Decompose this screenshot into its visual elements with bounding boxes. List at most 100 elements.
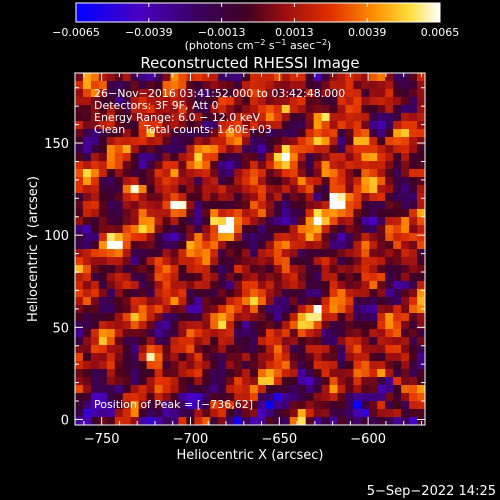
heatmap-cell xyxy=(329,345,339,354)
heatmap-cell xyxy=(242,233,251,242)
y-tick-label: 100 xyxy=(44,229,69,244)
heatmap-cell xyxy=(218,201,227,210)
heatmap-cell xyxy=(226,241,235,250)
heatmap-cell xyxy=(186,89,195,98)
heatmap-cell xyxy=(138,201,148,210)
heatmap-cell xyxy=(401,153,410,162)
heatmap-cell xyxy=(178,281,187,290)
heatmap-cell xyxy=(218,329,227,338)
heatmap-cell xyxy=(361,81,370,90)
heatmap-cell xyxy=(106,121,116,130)
heatmap-cell xyxy=(361,217,370,226)
heatmap-cell xyxy=(226,177,235,186)
heatmap-cell xyxy=(186,369,195,378)
heatmap-cell xyxy=(106,161,116,170)
heatmap-cell xyxy=(250,241,259,250)
heatmap-cell xyxy=(337,81,347,90)
heatmap-cell xyxy=(281,89,291,98)
heatmap-cell xyxy=(329,121,339,130)
heatmap-cell xyxy=(297,97,307,106)
heatmap-cell xyxy=(361,209,370,218)
heatmap-cell xyxy=(162,345,172,354)
heatmap-cell xyxy=(385,409,394,418)
heatmap-cell xyxy=(138,345,148,354)
heatmap-cell xyxy=(162,89,172,98)
heatmap-cell xyxy=(321,145,331,154)
heatmap-cell xyxy=(289,89,299,98)
heatmap-cell xyxy=(218,273,227,282)
heatmap-cell xyxy=(257,329,267,338)
heatmap-cell xyxy=(242,209,251,218)
heatmap-cell xyxy=(122,385,132,394)
heatmap-cell xyxy=(162,137,172,146)
heatmap-cell xyxy=(337,209,347,218)
heatmap-cell xyxy=(170,153,179,162)
heatmap-cell xyxy=(122,89,132,98)
heatmap-cell xyxy=(194,353,203,362)
heatmap-cell xyxy=(353,193,362,202)
annotation-total-counts: Total counts: 1.60E+03 xyxy=(143,123,272,136)
heatmap-cell xyxy=(385,121,394,130)
heatmap-cell xyxy=(138,137,148,146)
heatmap-cell xyxy=(114,289,124,298)
heatmap-cell xyxy=(162,81,172,90)
heatmap-cell xyxy=(329,401,339,410)
heatmap-cell xyxy=(114,401,124,410)
heatmap-cell xyxy=(393,257,402,266)
heatmap-cell xyxy=(146,369,156,378)
heatmap-cell xyxy=(353,97,362,106)
heatmap-cell xyxy=(369,81,378,90)
heatmap-cell xyxy=(226,161,235,170)
heatmap-cell xyxy=(154,417,164,425)
heatmap-cell xyxy=(329,329,339,338)
heatmap-cell xyxy=(377,361,386,370)
heatmap-cell xyxy=(178,289,187,298)
heatmap-cell xyxy=(281,289,291,298)
heatmap-image xyxy=(75,73,425,425)
heatmap-cell xyxy=(385,313,394,322)
heatmap-cell xyxy=(226,281,235,290)
heatmap-cell xyxy=(138,417,148,425)
heatmap-cell xyxy=(369,105,378,114)
heatmap-cell xyxy=(417,377,425,386)
heatmap-cell xyxy=(417,177,425,186)
heatmap-cell xyxy=(250,233,259,242)
heatmap-cell xyxy=(417,409,425,418)
heatmap-cell xyxy=(257,169,267,178)
heatmap-cell xyxy=(194,321,203,330)
heatmap-cell xyxy=(289,313,299,322)
heatmap-cell xyxy=(385,257,394,266)
heatmap-cell xyxy=(305,361,315,370)
heatmap-cell xyxy=(250,313,259,322)
heatmap-cell xyxy=(82,81,92,90)
heatmap-cell xyxy=(257,89,267,98)
heatmap-cell xyxy=(130,257,140,266)
heatmap-cell xyxy=(146,81,156,90)
heatmap-cell xyxy=(369,193,378,202)
heatmap-cell xyxy=(257,241,267,250)
heatmap-cell xyxy=(106,289,116,298)
heatmap-cell xyxy=(106,241,116,250)
heatmap-cell xyxy=(98,353,108,362)
heatmap-cell xyxy=(409,169,418,178)
colorbar-tick-label: 0.0039 xyxy=(348,26,387,39)
heatmap-cell xyxy=(321,121,331,130)
heatmap-cell xyxy=(329,241,339,250)
heatmap-cell xyxy=(345,121,354,130)
heatmap-cell xyxy=(146,113,156,122)
heatmap-cell xyxy=(194,121,203,130)
heatmap-cell xyxy=(353,161,362,170)
heatmap-cell xyxy=(226,193,235,202)
heatmap-cell xyxy=(242,177,251,186)
heatmap-cell xyxy=(90,201,100,210)
heatmap-cell xyxy=(385,361,394,370)
heatmap-cell xyxy=(257,81,267,90)
heatmap-cell xyxy=(353,105,362,114)
heatmap-cell xyxy=(313,329,323,338)
heatmap-cell xyxy=(162,185,172,194)
heatmap-cell xyxy=(401,345,410,354)
heatmap-cell xyxy=(273,305,283,314)
heatmap-cell xyxy=(186,201,195,210)
heatmap-cell xyxy=(170,185,179,194)
heatmap-cell xyxy=(82,385,92,394)
